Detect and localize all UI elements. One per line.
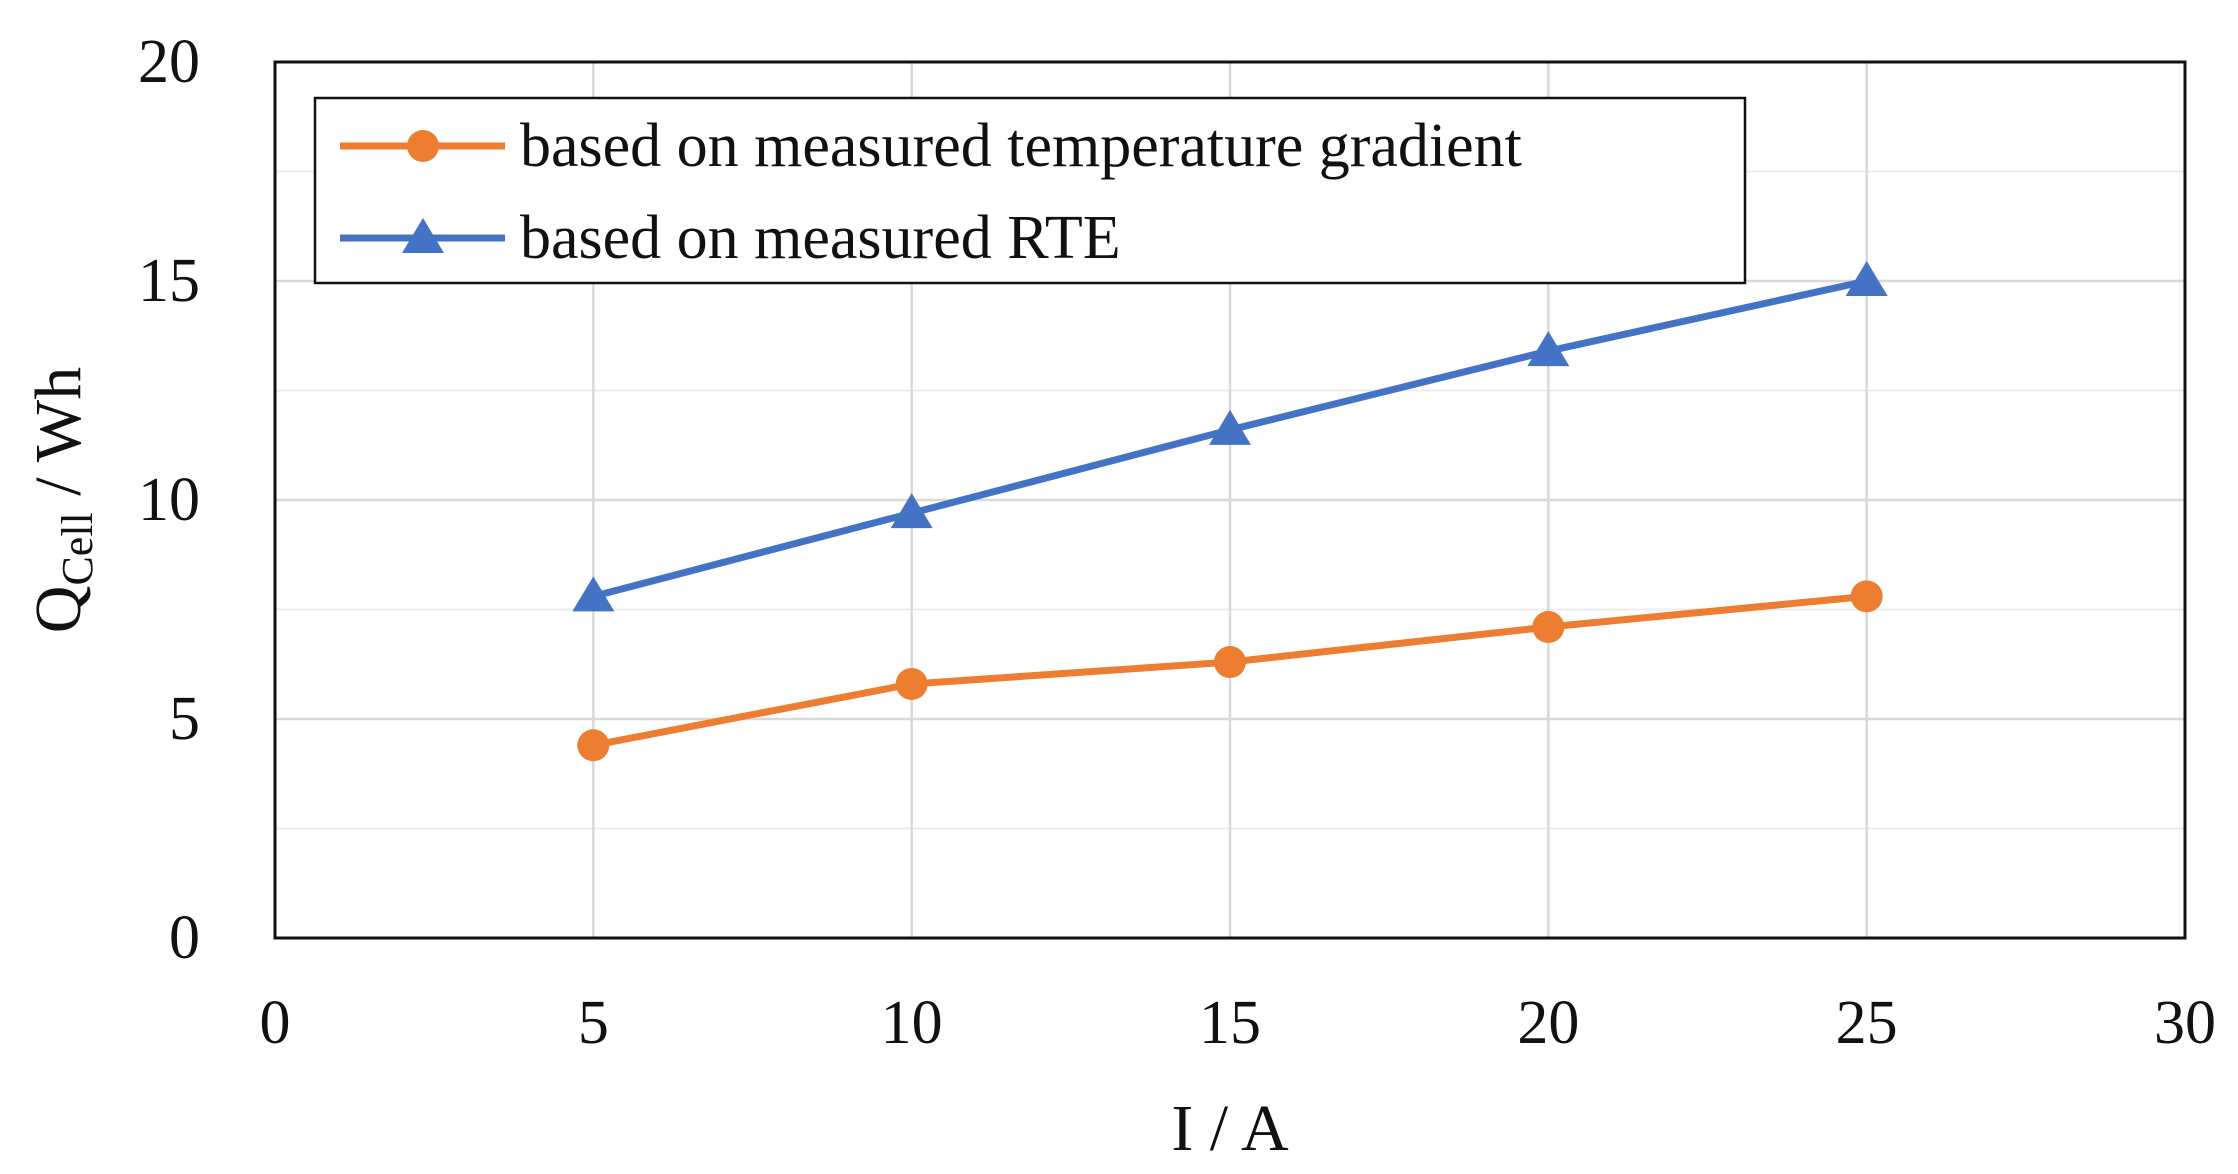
x-tick-label: 20 — [1517, 989, 1579, 1057]
legend-item: based on measured temperature gradient — [340, 112, 1522, 180]
data-point-triangle — [1209, 409, 1251, 445]
legend-label: based on measured temperature gradient — [520, 112, 1522, 180]
legend-box — [313, 96, 1747, 285]
y-tick-label: 0 — [169, 904, 200, 972]
legend-item: based on measured RTE — [340, 204, 1121, 272]
plot-area-border — [273, 60, 2187, 940]
y-tick-label: 15 — [138, 247, 200, 315]
legend-marker-triangle — [402, 218, 444, 253]
series-1 — [577, 580, 1883, 762]
x-tick-label: 10 — [881, 989, 943, 1057]
legend-label: based on measured RTE — [520, 204, 1121, 272]
legend: based on measured temperature gradient ba… — [313, 96, 1747, 285]
y-tick-label: 10 — [138, 466, 200, 534]
x-axis-ticks: 0 5 10 15 20 25 30 — [260, 989, 2217, 1057]
series-2 — [572, 261, 1888, 612]
y-axis-title-suffix: / Wh — [22, 367, 95, 512]
y-axis-ticks: 0 5 10 15 20 — [138, 28, 200, 972]
data-point-triangle — [1845, 261, 1888, 296]
y-axis-title-subscript: Cell — [53, 512, 102, 585]
data-point-triangle — [1527, 331, 1570, 367]
data-point-circle — [1214, 646, 1246, 679]
legend-marker-circle — [407, 130, 439, 162]
y-axis-title-main: Q — [22, 586, 95, 634]
y-axis-title: QCell / Wh — [22, 367, 102, 633]
y-tick-label: 20 — [138, 28, 200, 96]
data-point-triangle — [890, 493, 933, 529]
x-tick-label: 5 — [578, 989, 609, 1057]
data-point-triangle — [572, 576, 615, 612]
x-tick-label: 30 — [2154, 989, 2216, 1057]
series-layer — [572, 261, 1888, 762]
data-point-circle — [895, 667, 928, 700]
data-point-circle — [1532, 611, 1565, 644]
data-point-circle — [577, 729, 610, 762]
y-tick-label: 5 — [169, 685, 200, 753]
x-tick-label: 25 — [1836, 989, 1898, 1057]
data-point-circle — [1850, 580, 1883, 613]
x-tick-label: 15 — [1199, 989, 1261, 1057]
x-tick-label: 0 — [260, 989, 291, 1057]
legend-items: based on measured temperature gradient ba… — [340, 112, 1522, 272]
x-axis-title: I / A — [1171, 1092, 1289, 1165]
